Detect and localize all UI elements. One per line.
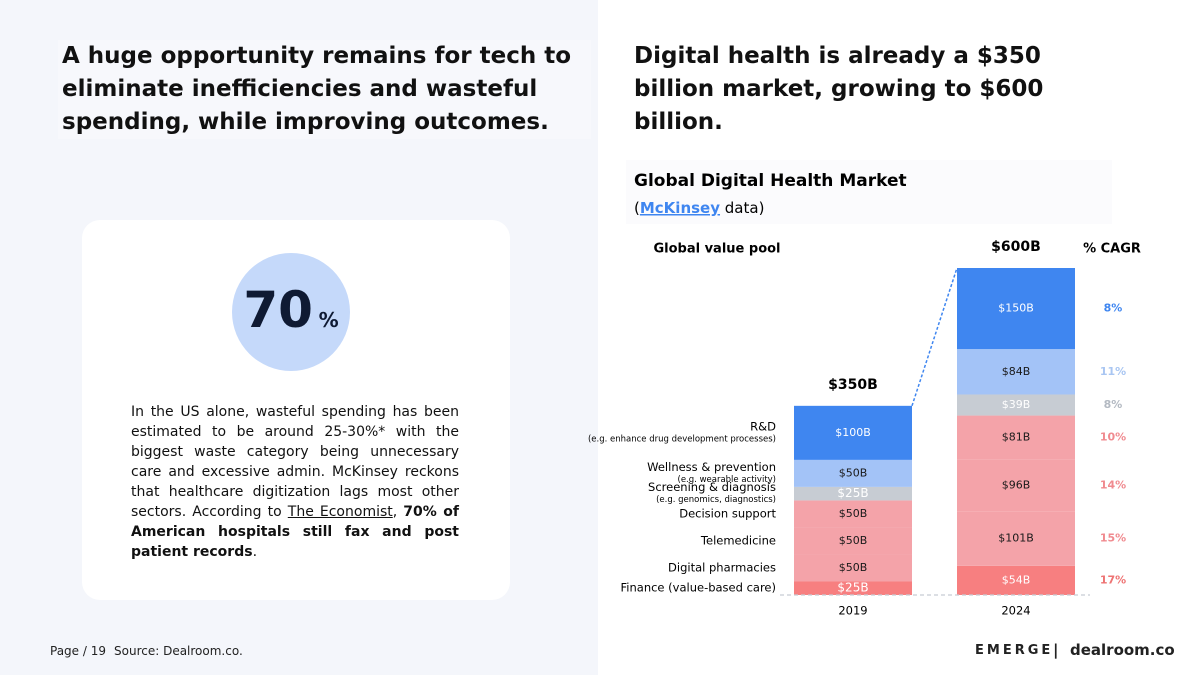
segment-label: $84B xyxy=(1002,365,1031,378)
stat-circle xyxy=(232,253,350,371)
text: data) xyxy=(720,199,764,217)
logo: EMERGE xyxy=(975,643,1054,658)
bar-segment xyxy=(794,486,912,501)
series-name: Digital pharmacies xyxy=(668,560,776,574)
segment-label: $54B xyxy=(1002,573,1031,586)
bar-segment xyxy=(957,415,1075,460)
segment-label: $50B xyxy=(839,534,868,547)
series-note: (e.g. wearable activity) xyxy=(678,475,776,485)
cagr-label: 17% xyxy=(1100,573,1126,586)
bar-segment xyxy=(794,581,912,595)
column-header: % CAGR xyxy=(1083,242,1141,257)
cagr-label: 8% xyxy=(1104,398,1123,411)
text: , xyxy=(392,504,404,520)
cagr-label: 15% xyxy=(1100,532,1126,545)
chart-title: Global Digital Health Market xyxy=(634,171,907,191)
series-name: Telemedicine xyxy=(700,533,776,547)
series-note: (e.g. genomics, diagnostics) xyxy=(656,495,776,505)
segment-label: $50B xyxy=(839,466,868,479)
paragraph: In the US alone, wasteful spending has b… xyxy=(131,402,459,562)
x-tick-label: 2024 xyxy=(1001,604,1030,618)
x-tick-label: 2019 xyxy=(838,604,867,618)
bar-segment xyxy=(957,459,1075,512)
stat: 70 % xyxy=(232,282,350,338)
segment-label: $25B xyxy=(837,486,868,500)
segment-label: $39B xyxy=(1002,398,1031,411)
segment-label: $96B xyxy=(1002,478,1031,491)
segment-label: $50B xyxy=(839,561,868,574)
cagr-label: 11% xyxy=(1100,365,1126,378)
series-name: Finance (value-based care) xyxy=(621,581,776,595)
bar-segment xyxy=(957,565,1075,595)
separator: | xyxy=(1053,641,1059,659)
chart-title-box xyxy=(626,160,1112,224)
right-title: Digital health is already a $350 billion… xyxy=(634,43,1044,135)
segment-label: $101B xyxy=(998,532,1034,545)
cagr-label: 10% xyxy=(1100,430,1126,443)
stat-unit: % xyxy=(318,308,339,332)
series-note: (e.g. enhance drug development processes… xyxy=(588,434,776,444)
bar-segment xyxy=(957,268,1075,350)
bar-segment xyxy=(794,405,912,460)
segment-label: $25B xyxy=(837,581,868,595)
source: Source: Dealroom.co. xyxy=(114,644,243,658)
bar-segment xyxy=(957,511,1075,566)
text: . xyxy=(252,544,258,560)
connector xyxy=(911,267,958,407)
total-label: $350B xyxy=(828,377,878,393)
left-title: A huge opportunity remains for tech to e… xyxy=(58,40,591,139)
series-name: Screening & diagnosis xyxy=(648,480,776,494)
total-label: $600B xyxy=(991,239,1041,255)
bar-segment xyxy=(794,500,912,528)
segment-label: $50B xyxy=(839,507,868,520)
column-header: Global value pool xyxy=(653,242,780,257)
cagr-label: 8% xyxy=(1104,302,1123,315)
segment-label: $100B xyxy=(835,426,871,439)
link[interactable]: McKinsey xyxy=(640,199,720,217)
bar-segment xyxy=(957,394,1075,416)
series-name: R&D xyxy=(750,419,776,433)
stat-number: 70 xyxy=(243,281,313,339)
logo: dealroom.co xyxy=(1070,641,1175,659)
text: ( xyxy=(634,199,640,217)
bar-segment xyxy=(794,527,912,555)
bold-text: 70% of American hospitals still fax and … xyxy=(131,504,459,560)
cagr-label: 14% xyxy=(1100,478,1126,491)
bar-segment xyxy=(957,349,1075,395)
bar-segment xyxy=(794,459,912,487)
chart-subtitle: (McKinsey data) xyxy=(634,199,764,217)
segment-label: $81B xyxy=(1002,430,1031,443)
bar-segment xyxy=(794,554,912,582)
series-name: Wellness & prevention xyxy=(647,460,776,474)
segment-label: $150B xyxy=(998,302,1034,315)
series-name: Decision support xyxy=(679,506,776,520)
page-number: Page / 19 xyxy=(50,644,106,658)
link[interactable]: The Economist xyxy=(287,504,393,520)
text: In the US alone, wasteful spending has b… xyxy=(131,404,459,520)
